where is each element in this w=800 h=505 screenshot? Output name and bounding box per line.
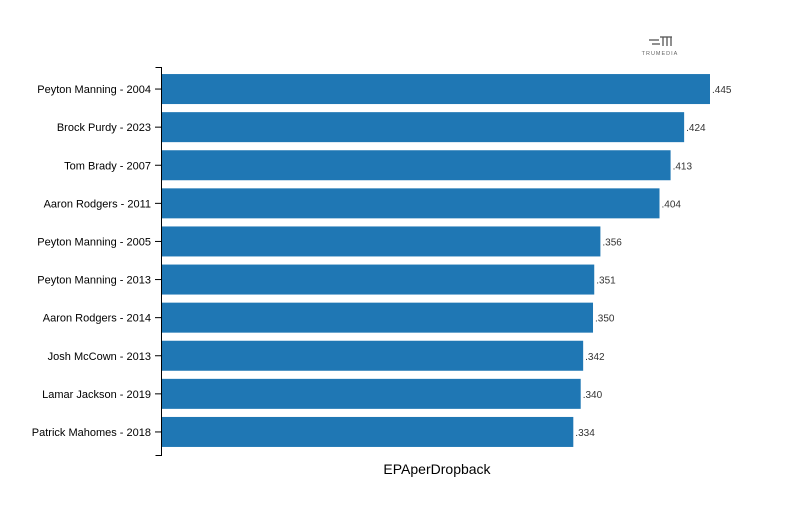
data-label: .413 bbox=[673, 161, 693, 172]
bar bbox=[162, 340, 584, 371]
data-label: .356 bbox=[602, 237, 622, 248]
bar bbox=[162, 416, 574, 447]
data-label: .334 bbox=[575, 428, 595, 439]
trumedia-logo: TRUMEDIA bbox=[642, 36, 679, 57]
bar bbox=[162, 150, 671, 181]
bar bbox=[162, 188, 660, 219]
y-tick-label: Peyton Manning - 2004 bbox=[37, 84, 151, 96]
y-tick-label: Josh McCown - 2013 bbox=[48, 351, 151, 363]
logo-text: TRUMEDIA bbox=[642, 51, 679, 57]
data-label: .404 bbox=[662, 199, 682, 210]
data-label: .340 bbox=[583, 390, 603, 401]
data-label: .424 bbox=[686, 123, 706, 134]
bar bbox=[162, 74, 710, 105]
bar bbox=[162, 112, 685, 143]
y-tick-label: Tom Brady - 2007 bbox=[64, 160, 151, 172]
data-label: .445 bbox=[712, 85, 732, 96]
bar bbox=[162, 226, 601, 257]
y-tick-label: Peyton Manning - 2005 bbox=[37, 236, 151, 248]
data-label: .342 bbox=[585, 352, 605, 363]
bar bbox=[162, 264, 595, 295]
bar bbox=[162, 378, 581, 409]
y-tick-label: Brock Purdy - 2023 bbox=[57, 122, 151, 134]
y-tick-label: Peyton Manning - 2013 bbox=[37, 275, 151, 287]
y-tick-label: Aaron Rodgers - 2011 bbox=[44, 198, 151, 210]
bar bbox=[162, 302, 594, 333]
data-label: .350 bbox=[595, 314, 615, 325]
y-axis bbox=[155, 67, 162, 456]
y-tick-label: Lamar Jackson - 2019 bbox=[42, 389, 151, 401]
data-label: .351 bbox=[596, 276, 616, 287]
x-axis-label: EPAperDropback bbox=[383, 461, 491, 477]
y-tick-label: Patrick Mahomes - 2018 bbox=[32, 427, 151, 439]
y-tick-label: Aaron Rodgers - 2014 bbox=[43, 313, 151, 325]
